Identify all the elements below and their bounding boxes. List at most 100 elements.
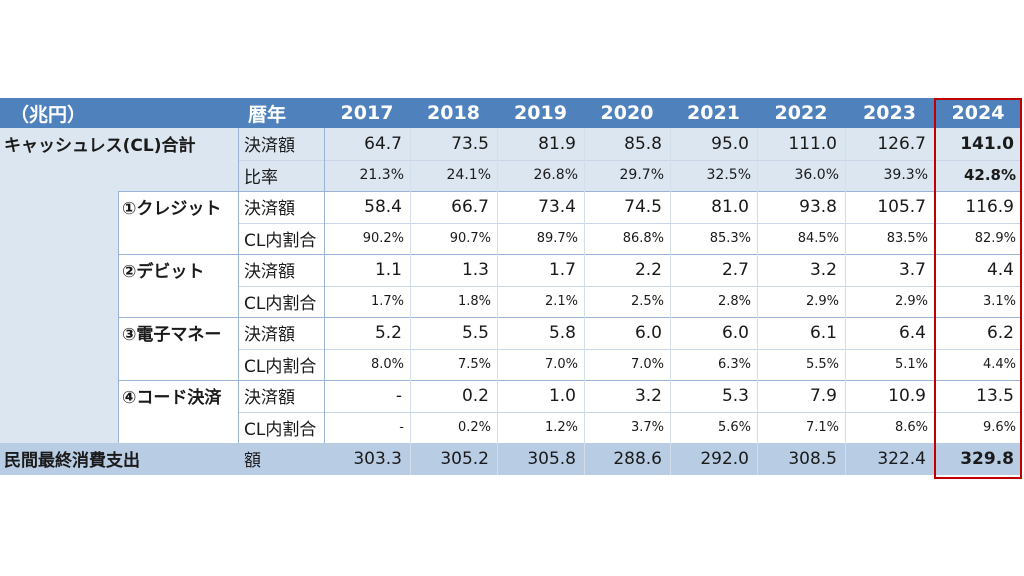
column-divider <box>584 128 585 475</box>
row-metric-label: CL内割合 <box>244 356 317 377</box>
table-cell: 21.3% <box>324 159 410 191</box>
column-divider <box>670 128 671 475</box>
table-cell: 4.4% <box>982 356 1016 372</box>
table-cell: 0.2% <box>457 419 491 435</box>
table-cell: 6.3% <box>717 356 751 372</box>
row-divider <box>238 159 1022 161</box>
section-divider <box>118 380 1022 381</box>
row-metric-label: 比率 <box>238 159 324 191</box>
table-cell: 1.1 <box>374 259 402 280</box>
table-cell: 74.5 <box>624 196 662 217</box>
table-cell: 3.1% <box>982 293 1016 309</box>
left-indent-fill <box>0 317 118 380</box>
row-metric-label: 決済額 <box>244 262 295 283</box>
column-divider <box>497 128 498 475</box>
row-divider <box>238 285 1022 287</box>
table-cell: 39.3% <box>845 159 934 191</box>
column-divider <box>238 128 239 443</box>
unit-label: （兆円） <box>0 98 238 128</box>
table-cell: 141.0 <box>934 128 1022 160</box>
table-cell: 7.0% <box>630 356 664 372</box>
table-cell: 24.1% <box>410 159 497 191</box>
row-divider <box>238 222 1022 224</box>
table-cell: 5.3 <box>721 385 749 406</box>
table-cell: 1.7% <box>370 293 404 309</box>
column-divider <box>845 128 846 475</box>
footer-cell: 305.8 <box>497 443 584 475</box>
table-cell: - <box>399 419 404 435</box>
table-cell: 58.4 <box>364 196 402 217</box>
section-label: ②デビット <box>122 262 205 283</box>
table-cell: 64.7 <box>324 128 410 160</box>
table-cell: 81.9 <box>497 128 584 160</box>
table-cell: 90.2% <box>362 230 404 246</box>
table-cell: 81.0 <box>711 196 749 217</box>
highlight-2024-column <box>934 98 1022 479</box>
footer-cell: 303.3 <box>324 443 410 475</box>
table-cell: 82.9% <box>974 230 1016 246</box>
table-cell: 7.1% <box>805 419 839 435</box>
row-metric-label: CL内割合 <box>244 293 317 314</box>
table-cell: 1.8% <box>457 293 491 309</box>
row-metric-label: 決済額 <box>238 128 324 160</box>
table-cell: 29.7% <box>584 159 670 191</box>
year-header-2017: 2017 <box>324 98 410 128</box>
table-cell: 26.8% <box>497 159 584 191</box>
table-cell: 89.7% <box>536 230 578 246</box>
section-label: ③電子マネー <box>122 325 222 346</box>
table-cell: 83.5% <box>886 230 928 246</box>
table-cell: 2.1% <box>544 293 578 309</box>
table-cell: 116.9 <box>965 196 1014 217</box>
row-divider <box>238 348 1022 350</box>
row-divider <box>238 411 1022 413</box>
row-metric-label: CL内割合 <box>244 419 317 440</box>
table-cell: 7.0% <box>544 356 578 372</box>
section-divider <box>118 254 1022 255</box>
table-cell: 3.7% <box>630 419 664 435</box>
left-indent-fill <box>0 191 118 254</box>
table-cell: 1.7 <box>548 259 576 280</box>
section-label-total: キャッシュレス(CL)合計 <box>0 128 238 160</box>
year-header-2024: 2024 <box>934 98 1022 128</box>
year-header-2023: 2023 <box>845 98 934 128</box>
column-divider <box>410 128 411 475</box>
footer-metric-label: 額 <box>238 443 324 475</box>
table-cell: 105.7 <box>877 196 926 217</box>
footer-cell: 288.6 <box>584 443 670 475</box>
table-cell: 73.4 <box>538 196 576 217</box>
table-cell: 7.9 <box>809 385 837 406</box>
table-cell: 86.8% <box>622 230 664 246</box>
table-cell: 90.7% <box>449 230 491 246</box>
row-metric-label: 決済額 <box>244 388 295 409</box>
footer-cell: 305.2 <box>410 443 497 475</box>
left-indent-fill <box>0 380 118 443</box>
table-cell: 3.2 <box>634 385 662 406</box>
table-cell: 6.4 <box>898 322 926 343</box>
table-cell: 8.6% <box>894 419 928 435</box>
table-cell: 5.1% <box>894 356 928 372</box>
section-divider <box>118 317 1022 318</box>
year-header-2020: 2020 <box>584 98 670 128</box>
table-cell: 3.2 <box>809 259 837 280</box>
footer-label: 民間最終消費支出 <box>0 443 238 475</box>
table-cell: 2.9% <box>805 293 839 309</box>
table-cell: 7.5% <box>457 356 491 372</box>
table-cell: 5.2 <box>374 322 402 343</box>
table-cell: 2.5% <box>630 293 664 309</box>
section-label: ①クレジット <box>122 199 222 220</box>
table-cell: 1.0 <box>548 385 576 406</box>
table-cell: 85.3% <box>709 230 751 246</box>
table-cell: 36.0% <box>757 159 845 191</box>
table-cell: 84.5% <box>797 230 839 246</box>
table-cell: 3.7 <box>898 259 926 280</box>
table-cell: 9.6% <box>982 419 1016 435</box>
table-cell: 2.9% <box>894 293 928 309</box>
table-cell: 32.5% <box>670 159 757 191</box>
table-cell: 6.1 <box>809 322 837 343</box>
footer-cell: 292.0 <box>670 443 757 475</box>
table-cell: 5.5 <box>461 322 489 343</box>
table-cell: 85.8 <box>584 128 670 160</box>
row-metric-label: 決済額 <box>244 199 295 220</box>
footer-cell: 308.5 <box>757 443 845 475</box>
table-cell: 1.2% <box>544 419 578 435</box>
